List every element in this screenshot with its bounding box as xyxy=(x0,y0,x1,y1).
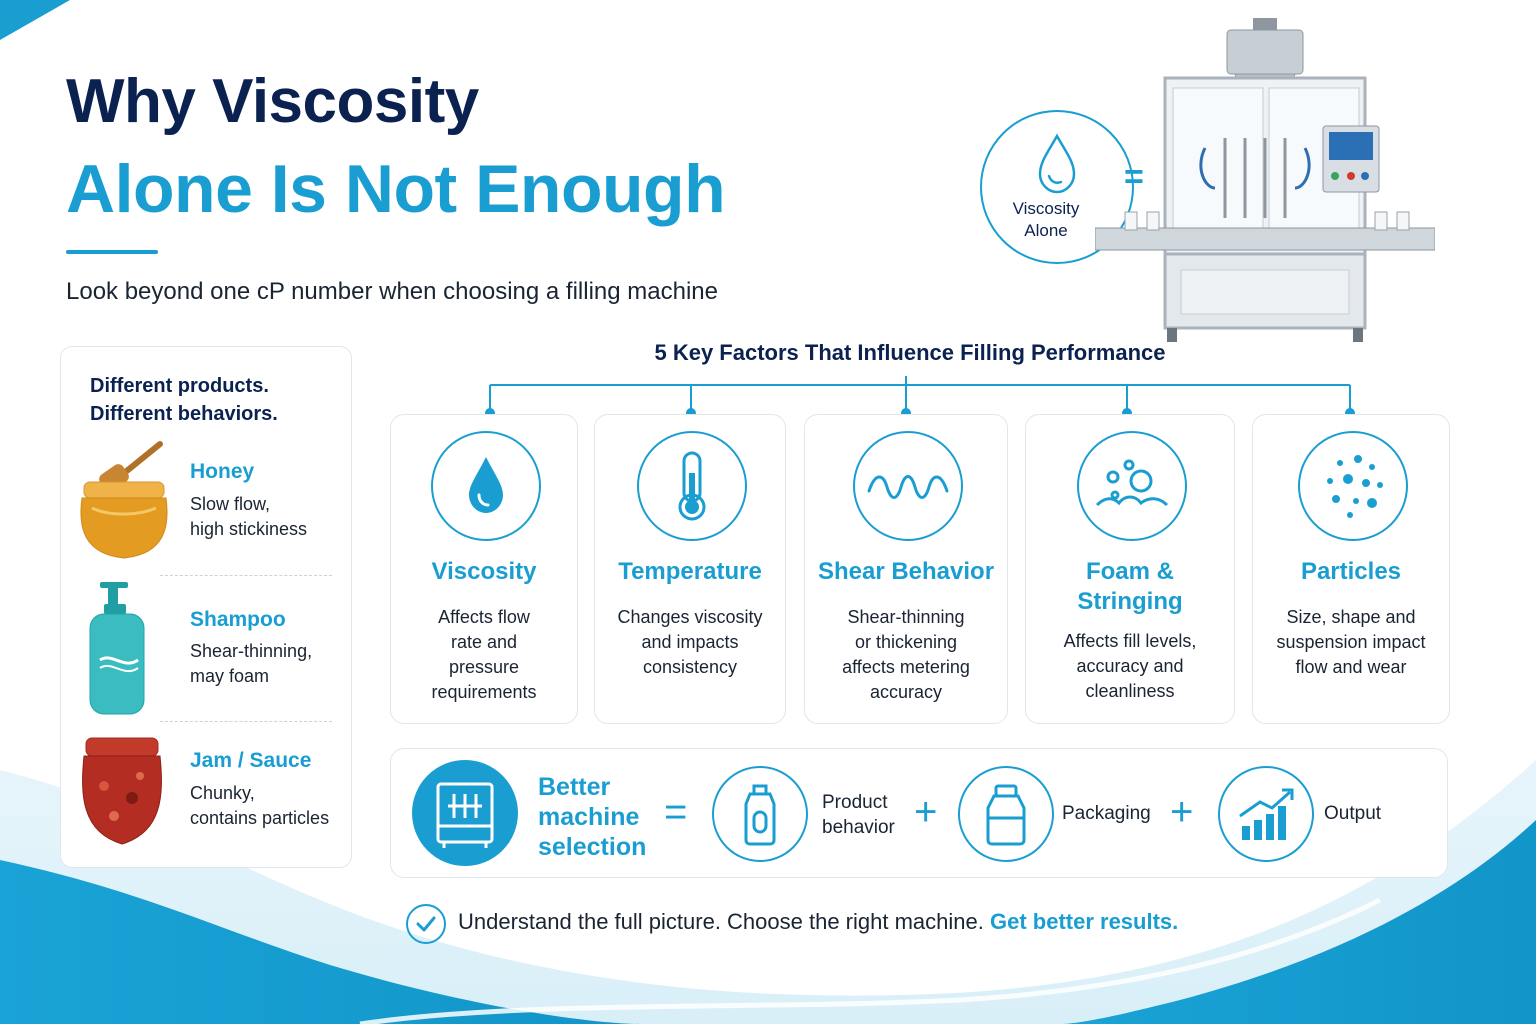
footer-accent: Get better results. xyxy=(989,909,1179,934)
formula-result-label: Better machine selection xyxy=(538,773,647,861)
product-desc-honey: Slow flow, high stickiness xyxy=(190,494,308,539)
formula-equals-sign: = xyxy=(664,790,688,834)
thermometer-icon xyxy=(637,431,747,541)
droplet-icon xyxy=(431,431,541,541)
page-subtitle: Look beyond one cP number when choosing … xyxy=(66,278,718,305)
viscosity-alone-badge xyxy=(980,110,1134,264)
term-label-packaging: Packaging xyxy=(1062,803,1151,824)
factor-desc: Size, shape and suspension impact flow a… xyxy=(1276,607,1426,677)
factor-card-particles: Particles Size, shape and suspension imp… xyxy=(1252,414,1450,724)
factor-card-viscosity: Viscosity Affects flow rate and pressure… xyxy=(390,414,578,724)
product-name-jam: Jam / Sauce xyxy=(190,749,312,772)
product-desc-jam: Chunky, contains particles xyxy=(190,783,330,828)
viscosity-droplet-icon xyxy=(1038,133,1076,194)
filling-machine-image xyxy=(1095,18,1435,342)
product-panel-heading: Different products. Different behaviors. xyxy=(90,375,278,425)
particles-icon xyxy=(1298,431,1408,541)
product-divider xyxy=(160,575,332,576)
factor-card-temperature: Temperature Changes viscosity and impact… xyxy=(594,414,786,724)
title-underline xyxy=(66,250,158,254)
term-label-product-behavior: Product behavior xyxy=(822,792,895,838)
formula-plus-sign: + xyxy=(914,790,938,834)
formula-plus-sign: + xyxy=(1170,790,1194,834)
honey-jar-icon xyxy=(80,441,168,559)
bottle-icon xyxy=(712,766,808,862)
corner-accent xyxy=(0,0,70,40)
factor-desc: Affects flow rate and pressure requireme… xyxy=(431,607,537,702)
page-title-line1: Why Viscosity xyxy=(66,67,479,136)
jam-jar-icon xyxy=(82,737,162,845)
hero-equals-sign: = xyxy=(1124,158,1144,196)
factor-card-shear-behavior: Shear Behavior Shear-thinning or thicken… xyxy=(804,414,1008,724)
factor-desc: Changes viscosity and impacts consistenc… xyxy=(617,607,763,677)
product-name-shampoo: Shampoo xyxy=(190,608,286,631)
factor-desc: Shear-thinning or thickening affects met… xyxy=(842,607,970,702)
factor-name: Temperature xyxy=(618,558,762,585)
product-name-honey: Honey xyxy=(190,460,255,483)
check-icon xyxy=(406,904,446,944)
factors-heading: 5 Key Factors That Influence Filling Per… xyxy=(654,340,1166,365)
factor-name: Foam & Stringing xyxy=(1077,558,1183,615)
growth-chart-icon xyxy=(1218,766,1314,862)
factors-connector-tree xyxy=(485,376,1355,418)
machine-selection-icon xyxy=(412,760,518,866)
footer-message: Understand the full picture. Choose the … xyxy=(458,909,1179,934)
product-divider xyxy=(160,721,332,722)
factor-card-foam-stringing: Foam & Stringing Affects fill levels, ac… xyxy=(1025,414,1235,724)
factor-name: Shear Behavior xyxy=(817,558,995,585)
shampoo-bottle-icon xyxy=(89,582,145,715)
viscosity-alone-label: Viscosity Alone xyxy=(1012,199,1080,240)
factor-desc: Affects fill levels, accuracy and cleanl… xyxy=(1063,631,1197,701)
wave-icon xyxy=(853,431,963,541)
factor-name: Particles xyxy=(1300,558,1402,585)
bubbles-icon xyxy=(1077,431,1187,541)
term-label-output: Output xyxy=(1324,803,1382,824)
container-icon xyxy=(958,766,1054,862)
factor-name: Viscosity xyxy=(431,558,537,585)
page-title-line2: Alone Is Not Enough xyxy=(66,151,726,227)
product-desc-shampoo: Shear-thinning, may foam xyxy=(190,641,313,686)
